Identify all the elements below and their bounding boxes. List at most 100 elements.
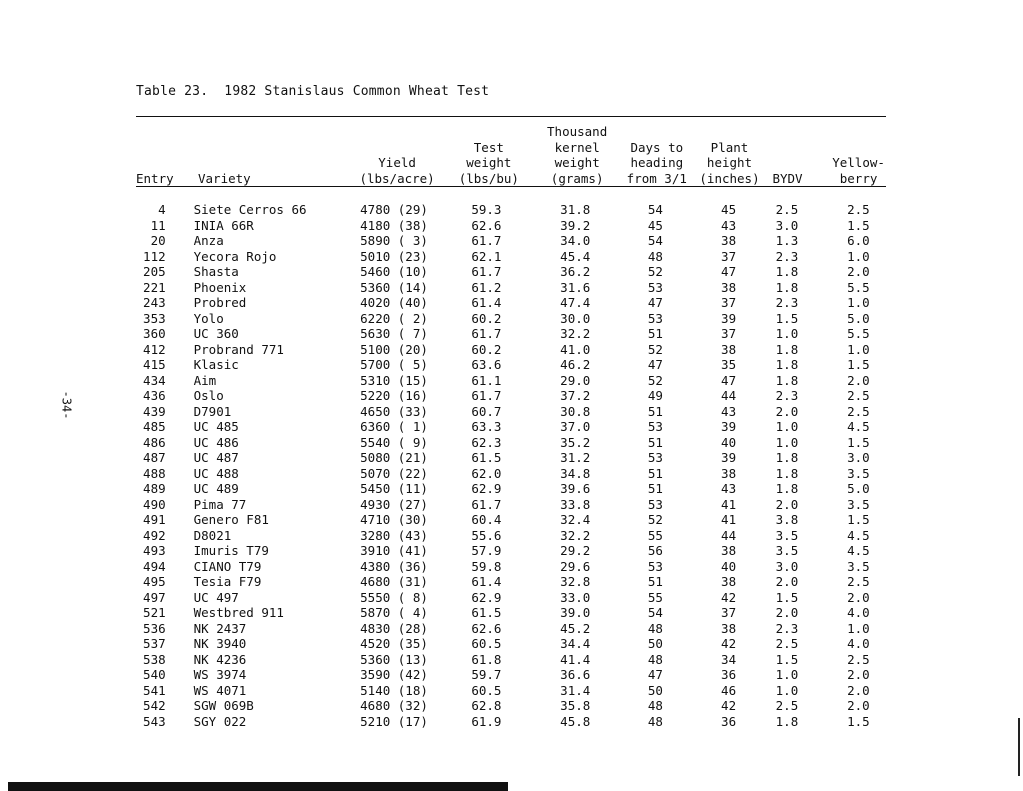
cell-yield: 5140 (18)	[360, 682, 428, 698]
cell-kernel-weight: 34.0	[560, 233, 591, 248]
cell-test-weight: 62.9	[471, 589, 502, 605]
cell-kernel-weight: 30.0	[560, 310, 591, 326]
cell-plant-height: 43	[721, 217, 737, 233]
cell-test-weight: 61.7	[471, 388, 502, 403]
cell-kernel-weight: 39.2	[560, 217, 591, 233]
header-test-weight: Test weight (lbs/bu)	[458, 139, 519, 186]
cell-variety: WS 3974	[193, 667, 247, 682]
cell-yield: 5450 (11)	[360, 481, 428, 496]
table-row: 489 UC 489 5450 (11) 62.9 39.6 51 43 1.8 5.0	[136, 481, 888, 497]
table-row: 353 Yolo 6220 ( 2) 60.2 30.0 53 39 1.5 5.0	[136, 311, 888, 327]
cell-plant-height: 42	[721, 636, 737, 651]
cell-days-to-heading: 52	[647, 341, 663, 357]
cell-entry: 493	[143, 543, 166, 558]
cell-yellowberry: 4.0	[847, 636, 870, 651]
table-row: 436 Oslo 5220 (16) 61.7 37.2 49 44 2.3 2.5	[136, 388, 888, 404]
page-number: -34-	[59, 390, 74, 420]
cell-kernel-weight: 35.8	[560, 698, 591, 713]
cell-entry: 540	[143, 667, 166, 682]
cell-test-weight: 62.8	[471, 698, 502, 713]
cell-days-to-heading: 52	[647, 372, 663, 388]
cell-yellowberry: 6.0	[847, 233, 870, 248]
cell-test-weight: 62.3	[471, 434, 502, 450]
cell-bydv: 1.0	[775, 419, 799, 434]
cell-yellowberry: 4.5	[847, 419, 870, 434]
cell-days-to-heading: 47	[647, 295, 663, 310]
cell-bydv: 3.0	[775, 558, 799, 574]
cell-plant-height: 39	[721, 310, 737, 326]
cell-variety: UC 360	[193, 326, 239, 341]
table-row: 488 UC 488 5070 (22) 62.0 34.8 51 38 1.8 3.5	[136, 466, 888, 482]
cell-test-weight: 60.2	[471, 310, 502, 326]
cell-yellowberry: 1.0	[847, 341, 870, 357]
cell-plant-height: 41	[721, 496, 737, 512]
cell-plant-height: 38	[721, 543, 737, 558]
cell-bydv: 1.5	[775, 651, 799, 667]
table-row: 243 Probred 4020 (40) 61.4 47.4 47 37 2.3 1.0	[136, 295, 888, 311]
table-row: 20 Anza 5890 ( 3) 61.7 34.0 54 38 1.3 6.0	[136, 233, 888, 249]
cell-variety: Aim	[193, 372, 217, 388]
cell-test-weight: 61.5	[471, 605, 502, 620]
cell-yield: 5100 (20)	[360, 341, 428, 357]
cell-variety: WS 4071	[193, 682, 247, 698]
cell-yellowberry: 3.5	[847, 496, 870, 512]
cell-yield: 5540 ( 9)	[360, 434, 428, 450]
cell-yellowberry: 5.0	[847, 481, 870, 496]
header-rule	[136, 186, 886, 187]
cell-plant-height: 47	[721, 372, 737, 388]
cell-yellowberry: 1.5	[847, 713, 870, 729]
cell-test-weight: 59.3	[471, 202, 502, 217]
cell-days-to-heading: 53	[647, 310, 663, 326]
cell-plant-height: 34	[721, 651, 737, 667]
cell-bydv: 1.5	[775, 310, 799, 326]
cell-entry: 497	[143, 589, 166, 605]
cell-plant-height: 39	[721, 450, 737, 465]
cell-yellowberry: 1.0	[847, 295, 870, 310]
cell-bydv: 1.3	[775, 233, 799, 248]
cell-variety: Probred	[193, 295, 247, 310]
cell-variety: Shasta	[193, 264, 239, 279]
cell-entry: 434	[143, 372, 166, 388]
cell-yield: 4020 (40)	[360, 295, 428, 310]
cell-kernel-weight: 35.2	[560, 434, 591, 450]
cell-yield: 5210 (17)	[360, 713, 428, 729]
cell-plant-height: 36	[721, 713, 737, 729]
cell-days-to-heading: 54	[647, 233, 663, 248]
cell-entry: 439	[143, 403, 166, 419]
cell-kernel-weight: 47.4	[560, 295, 591, 310]
cell-bydv: 3.0	[775, 217, 799, 233]
cell-days-to-heading: 54	[647, 202, 663, 217]
table-row: 497 UC 497 5550 ( 8) 62.9 33.0 55 42 1.5 2.0	[136, 590, 888, 606]
header-bydv: BYDV	[772, 170, 803, 186]
table-row: 485 UC 485 6360 ( 1) 63.3 37.0 53 39 1.0 4.5	[136, 419, 888, 435]
cell-variety: NK 3940	[193, 636, 247, 651]
cell-bydv: 1.8	[775, 465, 799, 481]
cell-days-to-heading: 53	[647, 558, 663, 574]
cell-test-weight: 61.7	[471, 233, 502, 248]
table-row: 542 SGW 069B 4680 (32) 62.8 35.8 48 42 2.5 2.0	[136, 698, 888, 714]
cell-test-weight: 62.9	[471, 481, 502, 496]
cell-days-to-heading: 48	[647, 248, 663, 264]
table-row: 491 Genero F81 4710 (30) 60.4 32.4 52 41 3.8 1.5	[136, 512, 888, 528]
cell-entry: 492	[143, 527, 166, 543]
cell-bydv: 3.5	[775, 527, 799, 543]
cell-yield: 6360 ( 1)	[360, 419, 428, 434]
cell-variety: SGY 022	[193, 713, 247, 729]
cell-yield: 4680 (32)	[360, 698, 428, 713]
cell-entry: 536	[143, 620, 166, 636]
table-row: 540 WS 3974 3590 (42) 59.7 36.6 47 36 1.0 2.0	[136, 667, 888, 683]
top-rule	[136, 116, 886, 117]
table-body: 4 Siete Cerros 66 4780 (29) 59.3 31.8 54 45 2.5…	[136, 202, 888, 729]
cell-bydv: 2.3	[775, 388, 799, 403]
table-row: 495 Tesia F79 4680 (31) 61.4 32.8 51 38 2.0 2.5	[136, 574, 888, 590]
cell-test-weight: 63.6	[471, 357, 502, 372]
cell-days-to-heading: 53	[647, 450, 663, 465]
cell-plant-height: 37	[721, 605, 737, 620]
cell-kernel-weight: 45.4	[560, 248, 591, 264]
cell-yellowberry: 1.5	[847, 217, 870, 233]
cell-entry: 538	[143, 651, 166, 667]
cell-yellowberry: 5.5	[847, 279, 870, 295]
cell-variety: D7901	[193, 403, 232, 419]
cell-bydv: 2.5	[775, 698, 799, 713]
cell-entry: 491	[143, 512, 166, 527]
